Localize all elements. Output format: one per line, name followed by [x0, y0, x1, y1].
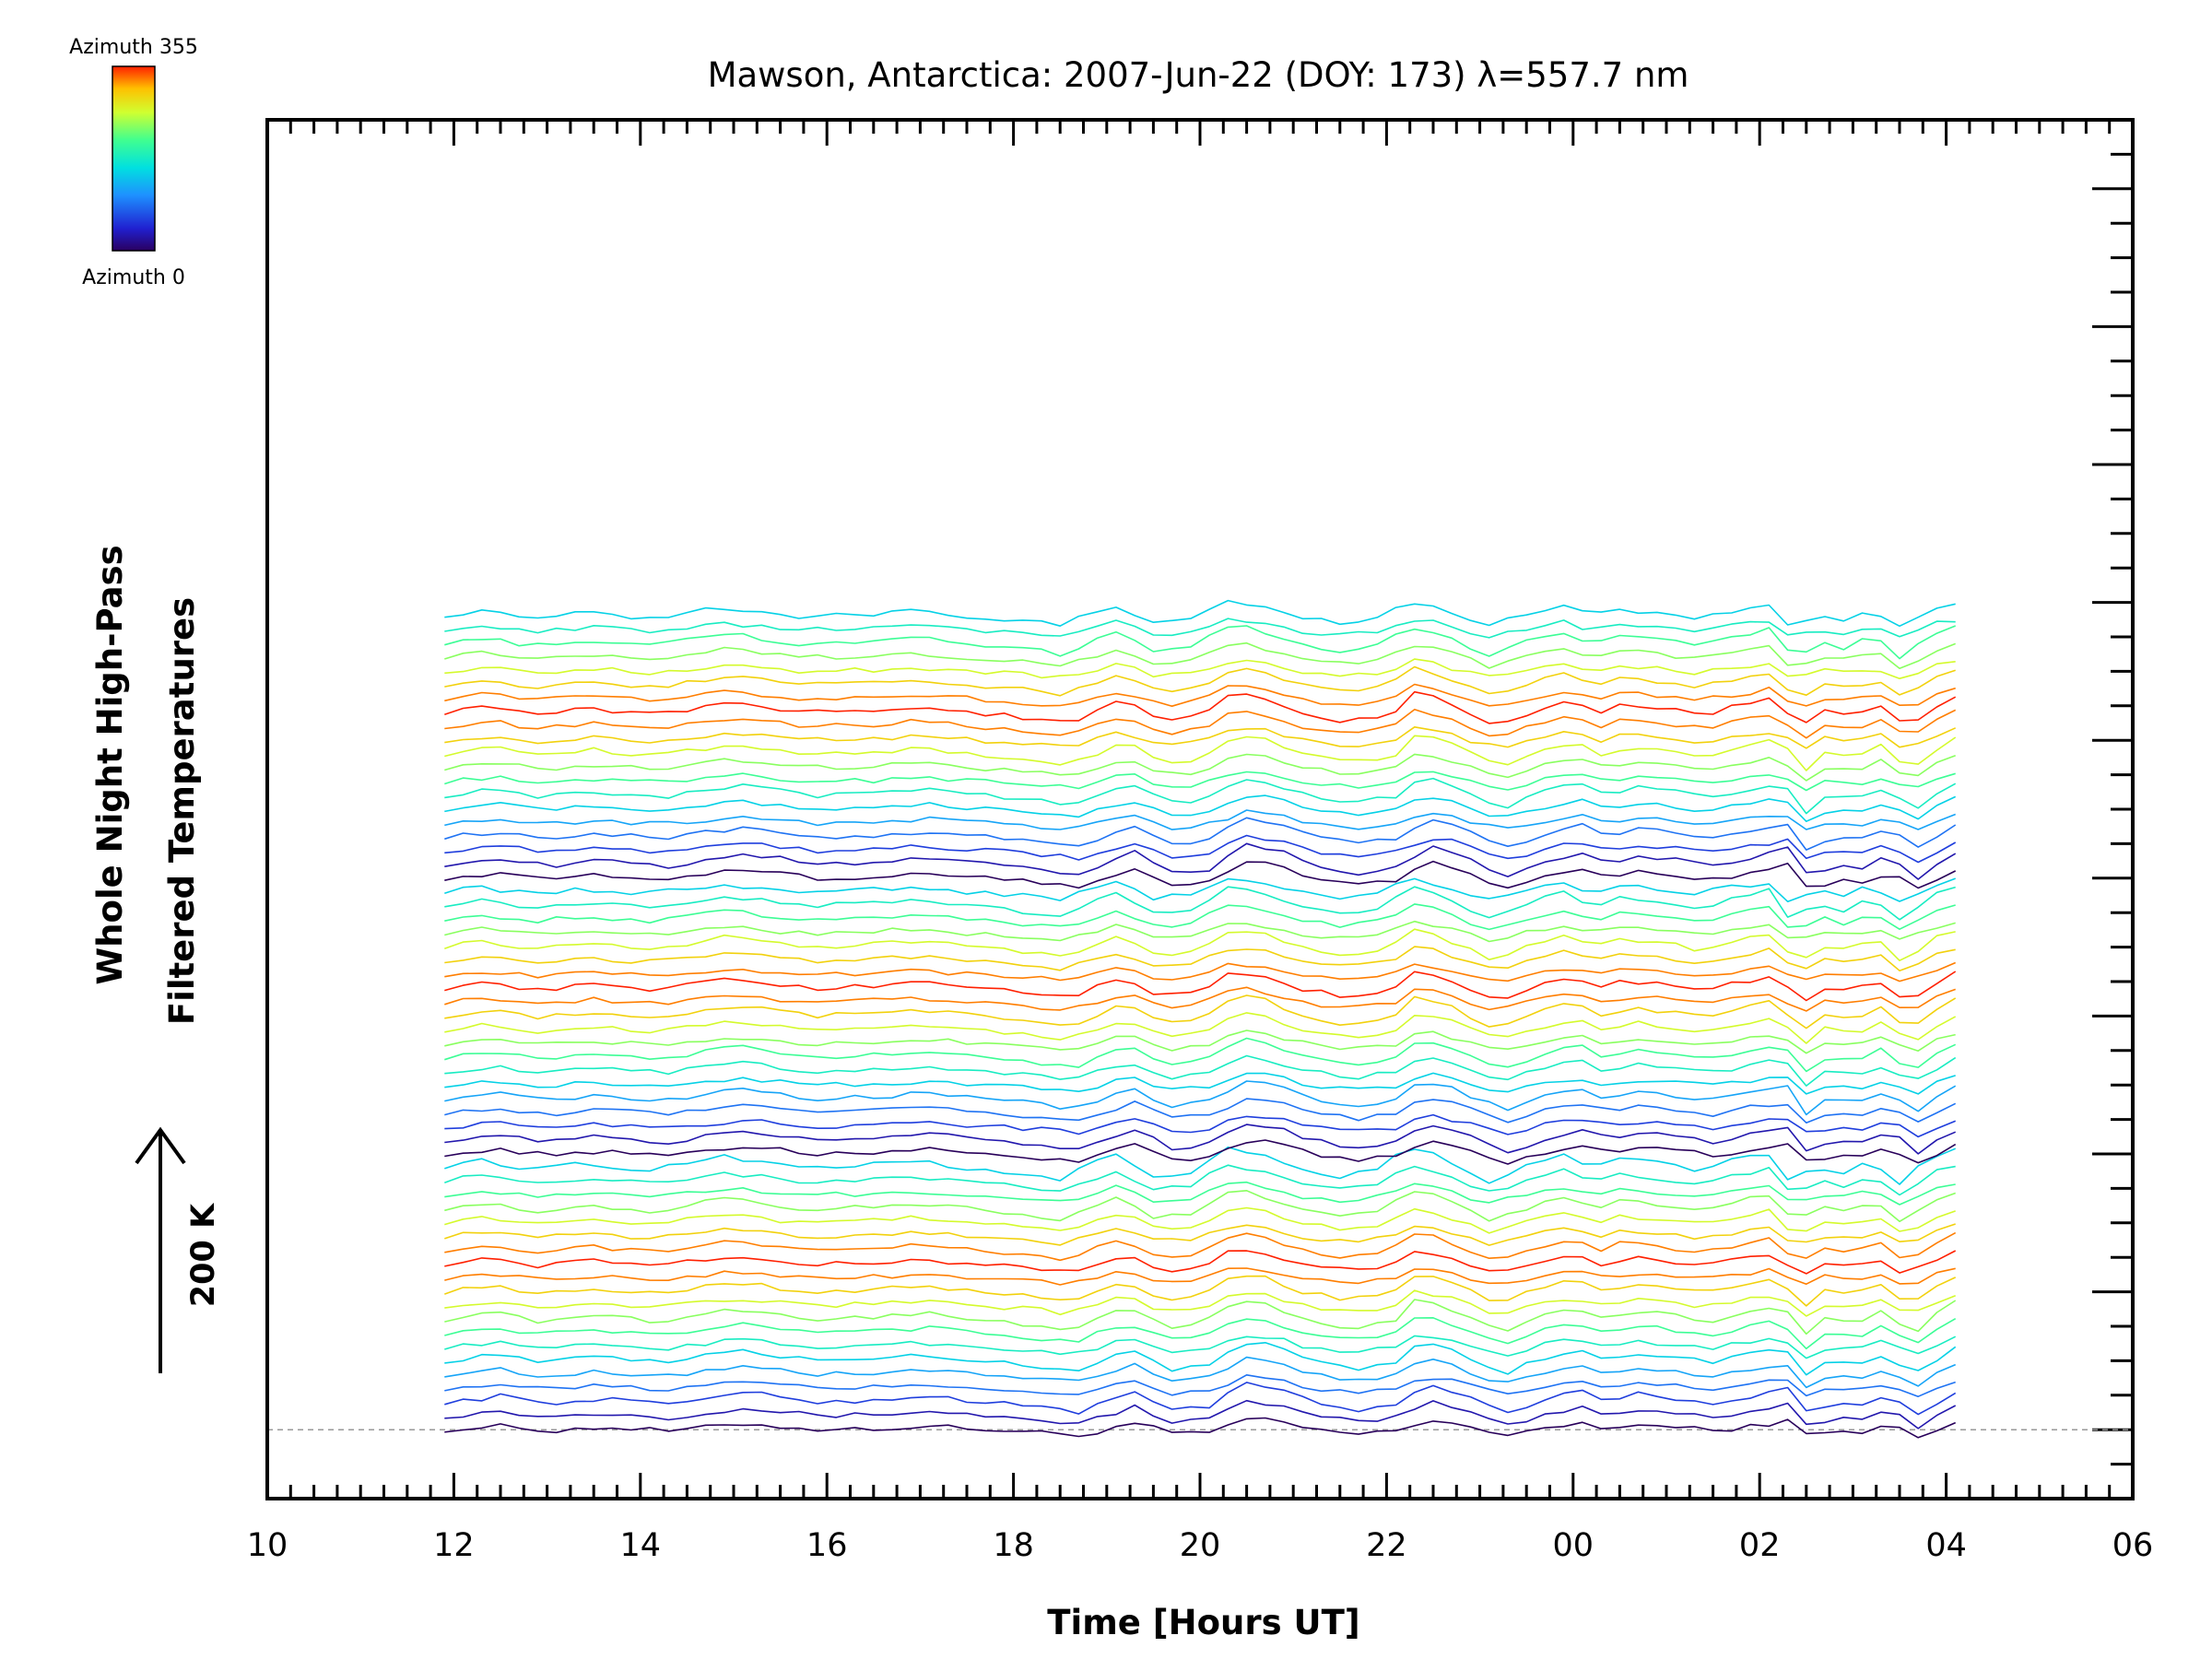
series-line	[444, 665, 1956, 697]
series-lines	[444, 599, 1957, 1439]
azimuth-colorbar	[112, 65, 156, 252]
series-line	[444, 1299, 1957, 1335]
series-line	[444, 625, 1956, 660]
plot-frame	[265, 118, 2135, 1500]
series-line	[444, 1356, 1957, 1389]
series-line	[444, 753, 1956, 782]
x-tick-label: 20	[1180, 1527, 1221, 1564]
series-line	[444, 1054, 1957, 1087]
series-line	[444, 920, 1956, 943]
series-line	[444, 735, 1957, 771]
series-line	[444, 1012, 1957, 1044]
colorbar-bottom-label: Azimuth 0	[82, 266, 185, 289]
series-line	[444, 986, 1956, 1012]
series-line	[444, 842, 1957, 880]
x-tick-label: 12	[433, 1527, 475, 1564]
series-line	[444, 903, 1956, 931]
series-line	[444, 961, 1957, 982]
scale-bar-arrowhead	[135, 1126, 186, 1165]
series-line	[444, 1223, 1956, 1246]
series-line	[444, 1267, 1956, 1286]
series-line	[444, 641, 1956, 670]
x-tick-label: 10	[247, 1527, 288, 1564]
series-line	[444, 809, 1956, 830]
x-tick-label: 06	[2112, 1527, 2154, 1564]
series-line	[444, 771, 1956, 792]
series-line	[444, 834, 1957, 864]
chart-title: Mawson, Antarctica: 2007-Jun-22 (DOY: 17…	[708, 55, 1689, 95]
series-line	[444, 1146, 1957, 1185]
colorbar-top-label: Azimuth 355	[69, 36, 198, 59]
x-axis-label: Time [Hours UT]	[1047, 1603, 1359, 1642]
series-line	[444, 1231, 1957, 1262]
series-line	[444, 1335, 1957, 1359]
series-line	[444, 928, 1956, 961]
series-line	[444, 725, 1957, 749]
series-line	[444, 1190, 1956, 1223]
series-line	[444, 886, 1956, 921]
x-tick-label: 02	[1739, 1527, 1781, 1564]
series-line	[444, 877, 1956, 903]
series-line	[444, 1382, 1957, 1416]
series-line	[444, 1139, 1957, 1165]
series-line	[444, 1417, 1957, 1439]
x-tick-label: 22	[1366, 1527, 1407, 1564]
scale-bar-label: 200 K	[185, 1202, 222, 1307]
series-line	[444, 658, 1956, 680]
series-line	[444, 1342, 1957, 1376]
series-line	[444, 1113, 1957, 1138]
series-line	[444, 1080, 1957, 1116]
axis-ticks	[265, 118, 2135, 1500]
series-line	[444, 1098, 1957, 1124]
series-line	[444, 1206, 1956, 1234]
series-line	[444, 690, 1957, 724]
series-line	[444, 683, 1956, 708]
series-line	[444, 1124, 1957, 1155]
series-line	[444, 817, 1957, 851]
series-line	[444, 777, 1957, 815]
series-line	[444, 794, 1957, 823]
x-tick-label: 18	[993, 1527, 1034, 1564]
x-tick-label: 00	[1553, 1527, 1594, 1564]
series-line	[444, 1030, 1956, 1054]
series-line	[444, 860, 1957, 889]
series-line	[444, 599, 1956, 628]
series-line	[444, 994, 1957, 1030]
x-tick-label: 04	[1925, 1527, 1967, 1564]
series-line	[444, 618, 1956, 639]
series-line	[444, 946, 1956, 971]
x-tick-label: 14	[620, 1527, 662, 1564]
series-line	[444, 708, 1957, 739]
series-line	[444, 1399, 1957, 1430]
series-line	[444, 971, 1957, 1002]
series-line	[444, 1289, 1956, 1317]
series-line	[444, 1164, 1956, 1196]
x-tick-labels: 10 12 14 16 18 20 22 00 02 04 06	[247, 1527, 2154, 1564]
series-line	[444, 1250, 1957, 1275]
x-tick-label: 16	[806, 1527, 848, 1564]
series-line	[444, 1181, 1956, 1206]
y-axis-label-line1: Whole Night High-Pass	[90, 545, 130, 984]
y-axis-label-line2: Filtered Temperatures	[162, 597, 202, 1025]
series-line	[444, 1037, 1957, 1073]
series-line	[444, 1072, 1956, 1095]
series-line	[444, 1374, 1956, 1397]
series-line	[444, 1317, 1957, 1350]
series-line	[444, 1275, 1957, 1307]
